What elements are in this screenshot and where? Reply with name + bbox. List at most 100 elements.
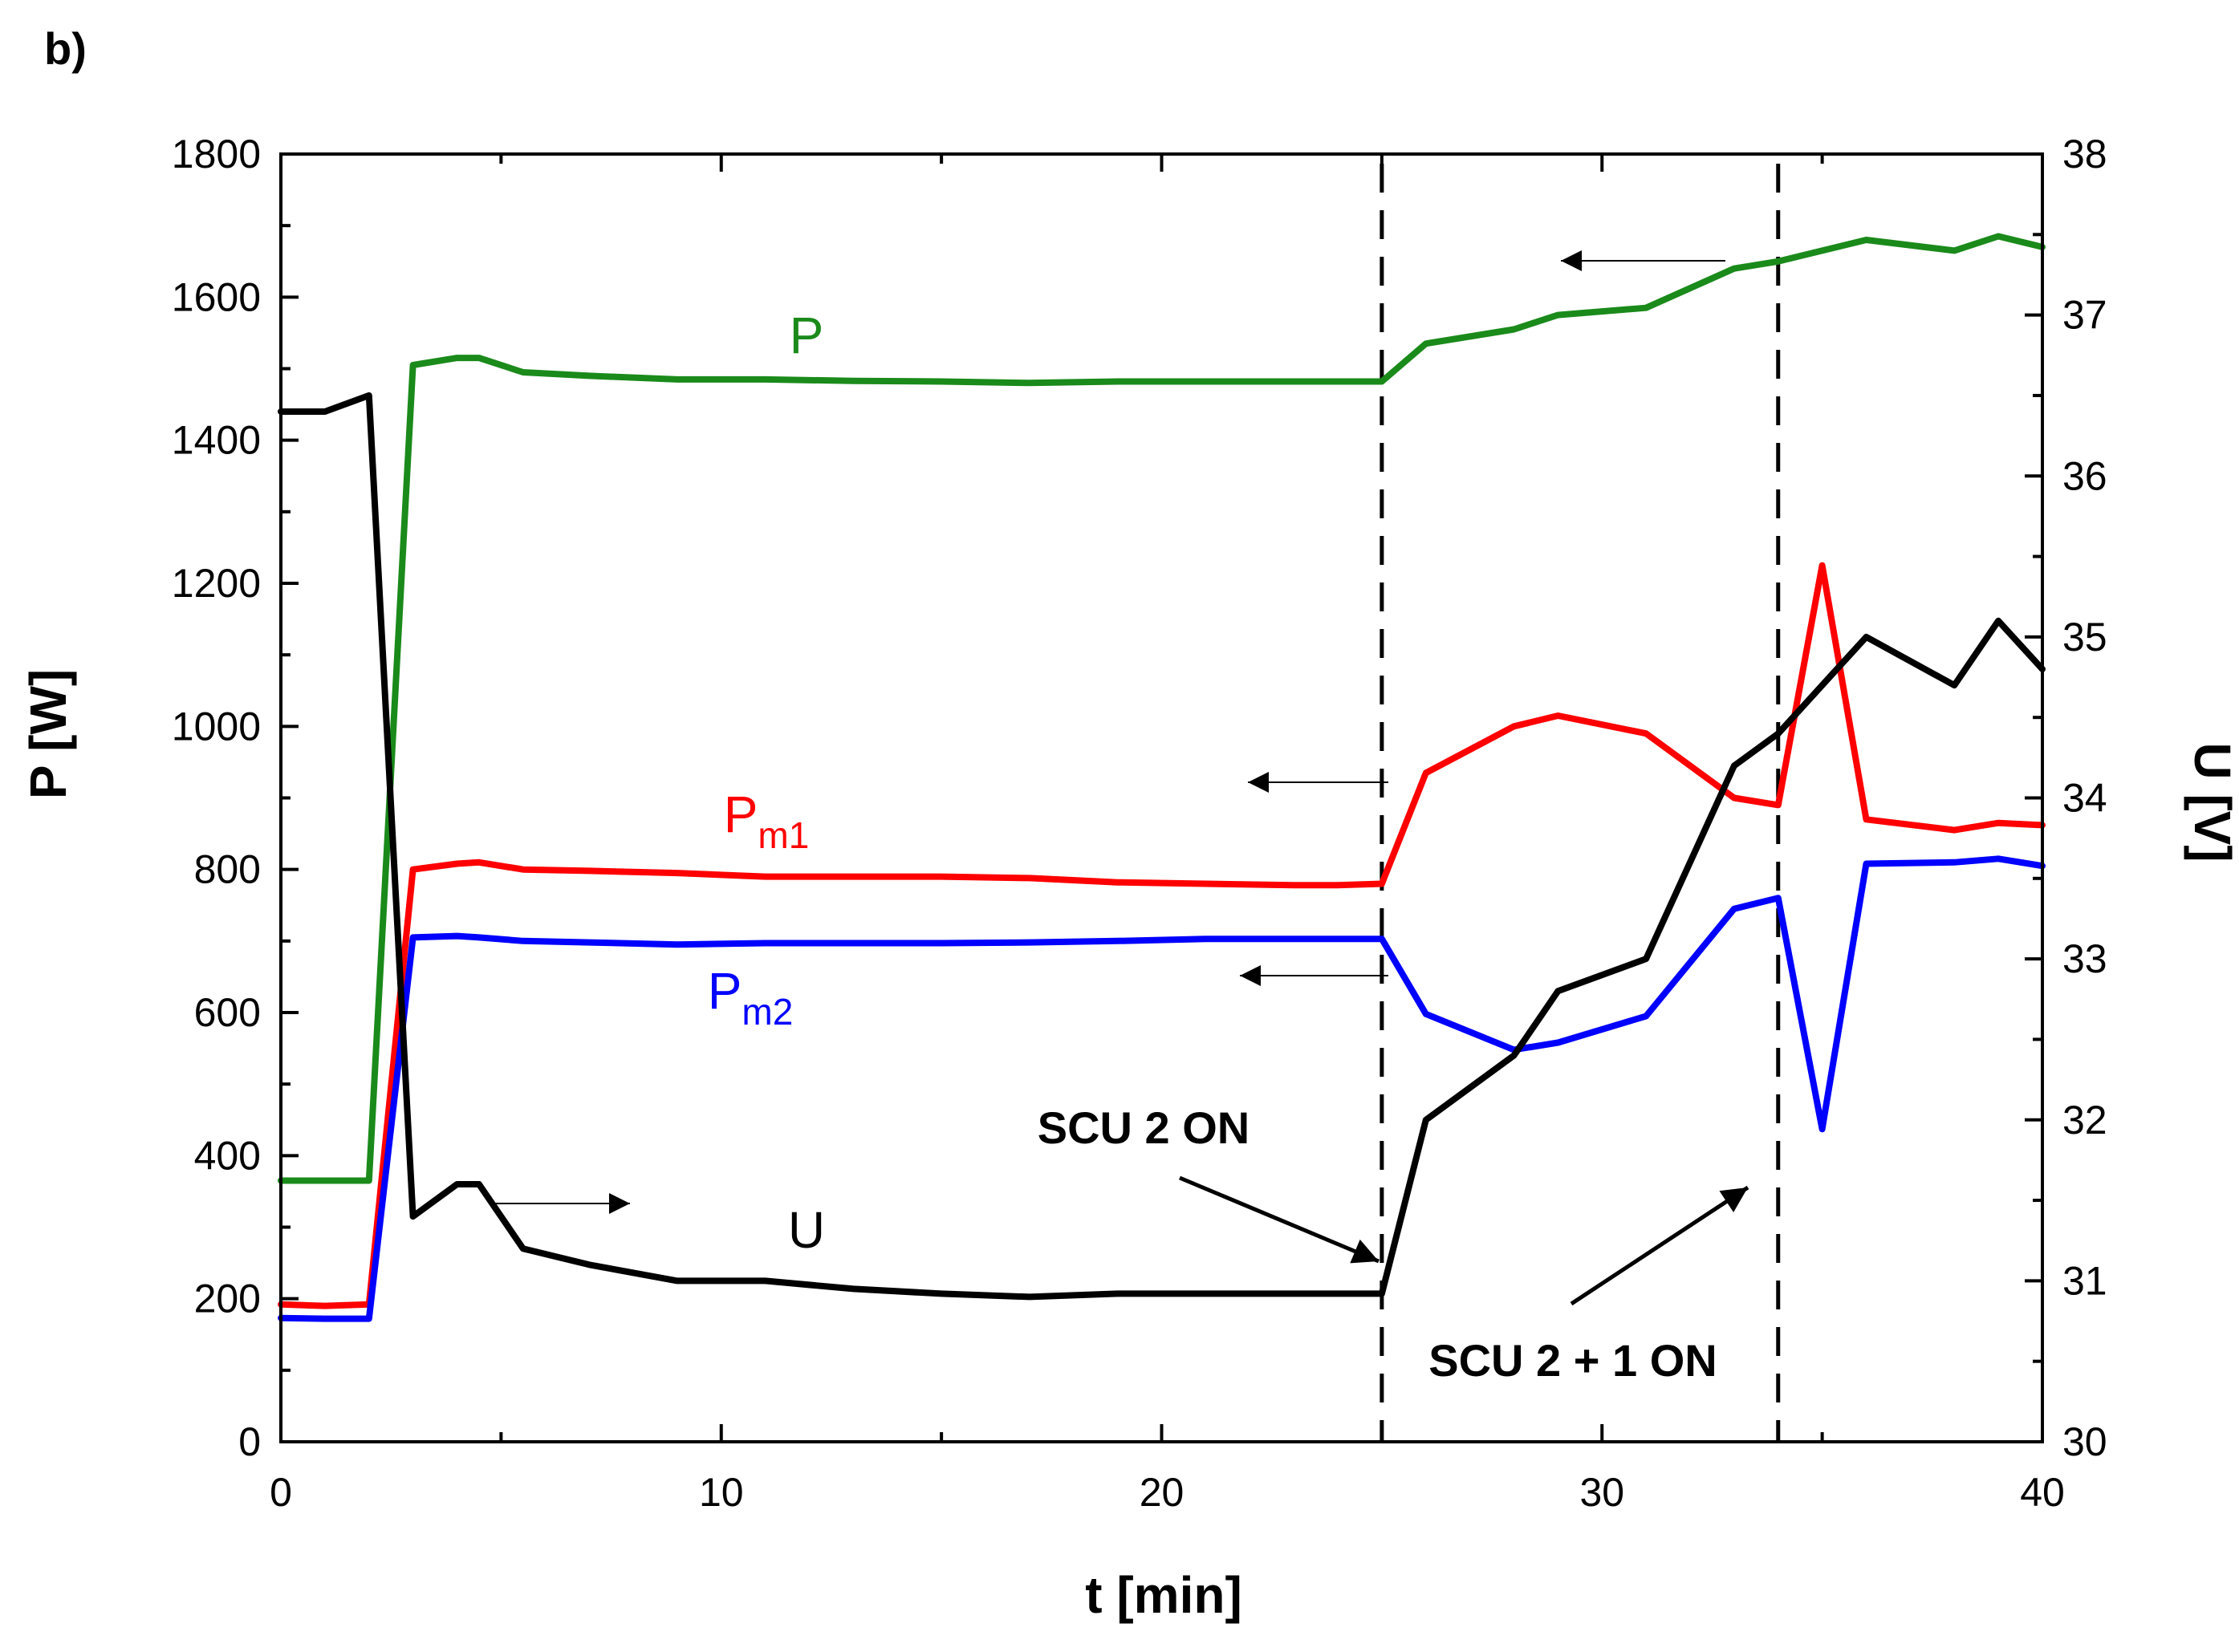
data-point-U [1557,990,1558,992]
data-point-Pm2 [1557,1042,1558,1044]
data-point-Pm2 [1205,938,1206,940]
data-point-P [852,380,854,382]
data-point-U [852,1288,854,1289]
data-point-P [1293,381,1294,383]
series-line-P [278,233,2046,1184]
y-right-tick-label: 31 [2062,1258,2107,1303]
data-point-P [368,1180,370,1182]
data-point-P [588,375,590,376]
data-point-P [941,381,942,383]
x-tick-label: 40 [2020,1470,2065,1515]
data-point-P [1822,250,1823,251]
series-label-main: U [788,1201,825,1259]
x-tick-label: 30 [1579,1470,1624,1515]
data-point-U [1425,1119,1427,1121]
data-point-Pm1 [1293,884,1294,886]
data-point-P [1117,381,1119,383]
axes: 0 10 20 30 400200400600800100012001400160018… [172,132,2107,1515]
data-point-Pm2 [1381,938,1383,940]
data-point-Pm1 [1778,804,1779,806]
data-point-Pm2 [478,936,480,938]
data-point-U [1822,684,1823,686]
y-right-tick-label: 35 [2062,615,2107,660]
data-point-U [765,1280,766,1281]
data-point-Pm1 [941,876,942,878]
data-point-Pm1 [1557,715,1558,716]
data-point-U [588,1264,590,1265]
data-point-Pm2 [1866,863,1867,865]
data-point-P [677,379,678,380]
series-label-sub: m2 [742,991,793,1033]
annotation-arrow-scu2 [1179,1175,1380,1264]
data-point-Pm1 [765,876,766,878]
data-point-U [1514,1055,1515,1057]
data-point-P [1557,315,1558,316]
data-point-Pm2 [1029,942,1030,944]
data-point-Pm2 [1778,897,1779,899]
data-point-U [1778,733,1779,734]
y-right-tick-label: 38 [2062,132,2107,177]
data-point-Pm2 [412,936,414,938]
data-point-Pm2 [677,944,678,945]
data-point-Pm2 [1645,1016,1647,1017]
y-left-tick-label: 600 [194,990,261,1035]
series-label-U: U [788,1201,825,1259]
data-point-P [1425,343,1427,344]
data-point-U [478,1183,480,1185]
data-point-Pm2 [588,942,590,944]
data-point-Pm1 [1029,877,1030,879]
data-point-P [1866,239,1867,241]
series-label-main: P [708,962,742,1020]
data-point-U [1997,620,1999,622]
data-point-U [457,1183,458,1185]
data-point-Pm2 [1117,940,1119,942]
data-point-P [1997,236,1999,237]
y-axis-left-title: P [W] [19,669,77,799]
data-point-Pm1 [1337,884,1339,886]
data-point-Pm2 [1425,1013,1427,1015]
data-point-Pm1 [1117,882,1119,883]
x-tick-label: 20 [1140,1470,1185,1515]
data-point-Pm2 [368,1318,370,1320]
y-left-tick-label: 1600 [172,274,261,319]
data-point-U [1953,684,1955,686]
series-label-Pm2: Pm2 [708,962,794,1033]
data-point-U [1117,1293,1119,1294]
data-point-Pm2 [941,943,942,944]
x-axis-title: t [min] [1085,1566,1242,1624]
data-point-Pm1 [588,870,590,871]
y-left-tick-label: 400 [194,1133,261,1178]
data-point-P [1205,381,1206,383]
data-point-U [1866,636,1867,638]
data-point-U [522,1248,524,1249]
data-point-U [368,395,370,396]
data-point-P [1029,382,1030,384]
data-point-P [1645,307,1647,309]
data-point-Pm1 [324,1305,326,1307]
series-label-sub: m1 [758,814,809,856]
data-point-U [1029,1296,1030,1297]
data-point-Pm1 [1822,565,1823,566]
data-point-Pm2 [765,943,766,944]
data-point-Pm1 [412,869,414,871]
data-point-P [1778,261,1779,262]
data-point-Pm1 [1381,883,1383,885]
data-point-Pm2 [1953,862,1955,863]
series-label-main: P [724,785,758,843]
data-point-P [457,357,458,359]
data-point-Pm1 [1645,733,1647,734]
series-line-U [278,392,2046,1301]
data-point-P [412,364,414,366]
data-point-Pm1 [1733,798,1735,799]
x-tick-label: 10 [699,1470,744,1515]
data-point-Pm2 [1293,938,1294,940]
data-point-Pm2 [1997,858,1999,859]
data-point-U [1381,1293,1383,1294]
annotation-arrow-scu21 [1570,1185,1749,1306]
series-label-Pm1: Pm1 [724,785,810,856]
data-point-Pm1 [1514,725,1515,727]
data-point-Pm2 [457,936,458,937]
y-left-tick-label: 200 [194,1277,261,1321]
series-line-Pm2 [278,855,2046,1322]
